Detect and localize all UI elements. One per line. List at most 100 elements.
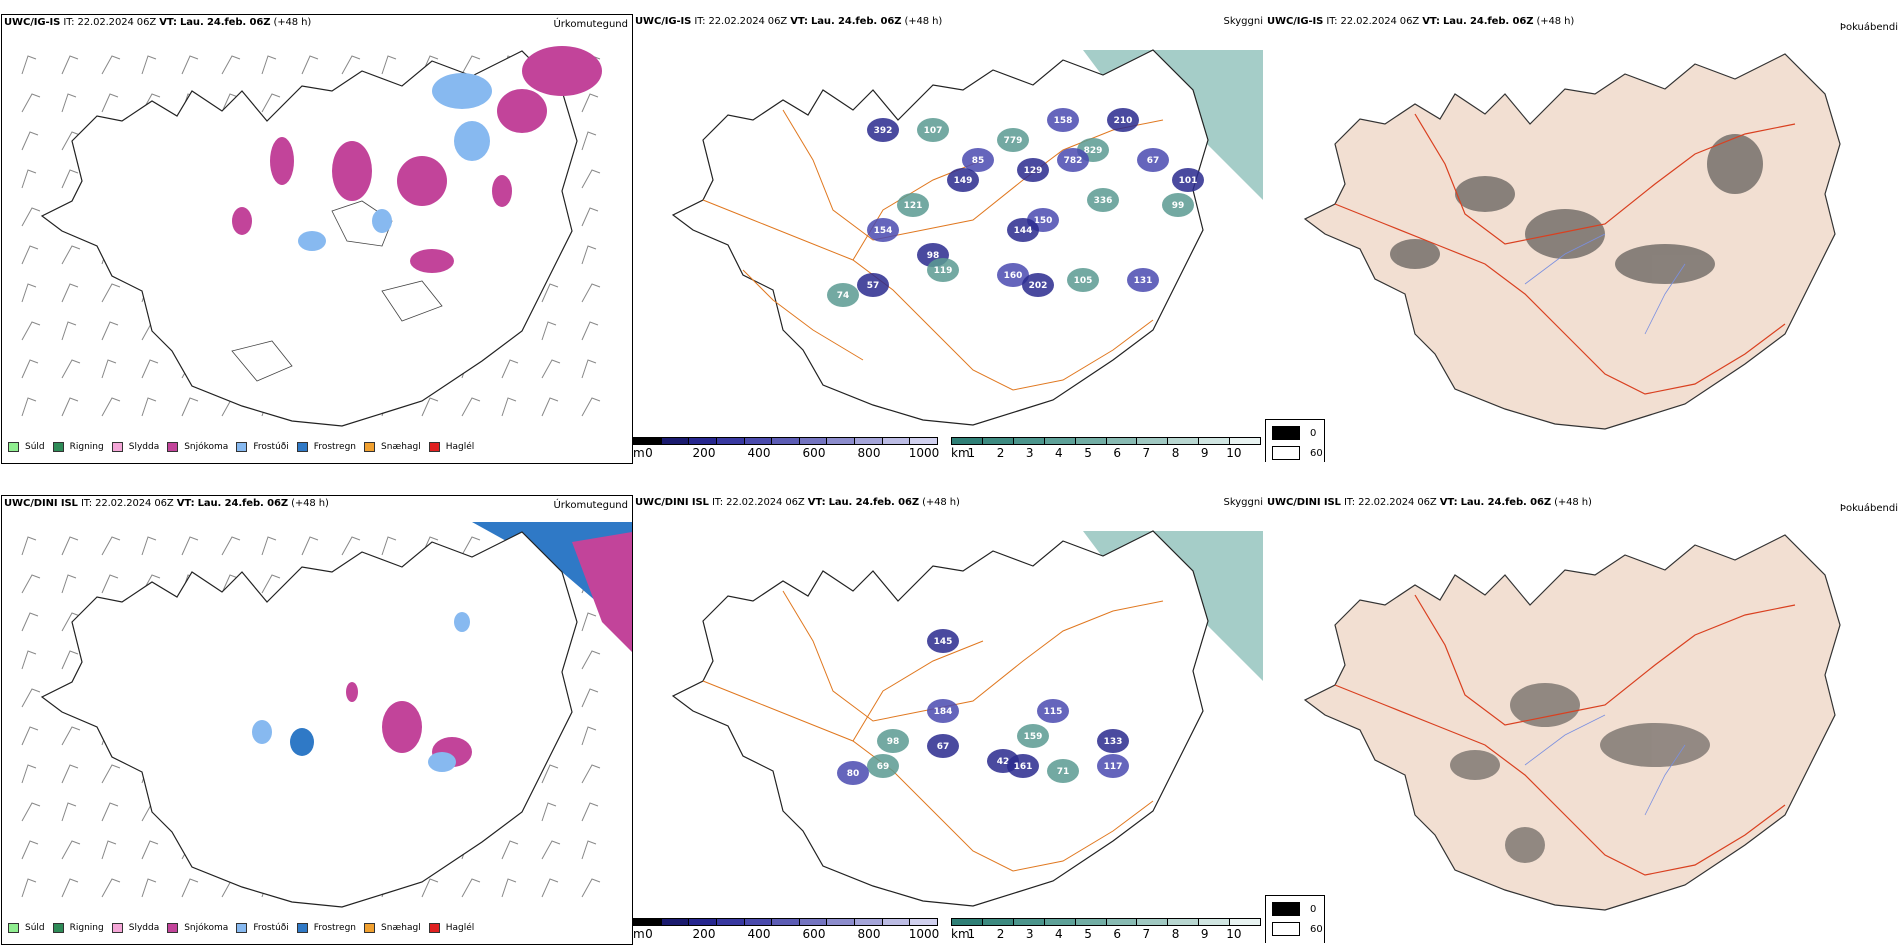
ceiling-label: 85 bbox=[972, 156, 985, 166]
ceiling-label: 150 bbox=[1034, 216, 1053, 226]
colorbar-cell bbox=[1230, 919, 1261, 925]
panel-title: Skyggni bbox=[1223, 497, 1263, 508]
legend-item-1: Rigning bbox=[52, 923, 104, 933]
wind-barb bbox=[21, 169, 37, 189]
legend-swatch bbox=[428, 923, 440, 933]
ceiling-label: 133 bbox=[1104, 737, 1123, 747]
wind-barb bbox=[221, 93, 239, 113]
wind-barb bbox=[581, 802, 599, 822]
cloud-cell bbox=[1022, 273, 1054, 297]
wind-barb bbox=[21, 397, 37, 417]
panel-title: Skyggni bbox=[1223, 16, 1263, 27]
colorbar-tick-label: 7 bbox=[1142, 446, 1151, 460]
colorbar-cell bbox=[661, 438, 690, 444]
iceland-cloud-map: 145 98 184 67 69 80 42 159 115 161 71 117 133 bbox=[671, 530, 1263, 907]
rivers-blue bbox=[1524, 714, 1686, 816]
precip-cell bbox=[270, 137, 294, 185]
wind-barb bbox=[61, 321, 77, 341]
colorbar-cell bbox=[910, 919, 938, 925]
fog-legend-row: 60 bbox=[1272, 446, 1323, 460]
legend-item-3: Snjókoma bbox=[167, 442, 228, 452]
iceland-fog-map bbox=[1303, 53, 1841, 430]
precip-cell bbox=[382, 701, 422, 753]
wind-barb bbox=[61, 878, 79, 898]
ceiling-label: 115 bbox=[1044, 707, 1063, 717]
ceiling-label: 336 bbox=[1094, 196, 1113, 206]
legend-label: Slydda bbox=[128, 442, 160, 452]
wind-barb bbox=[581, 764, 601, 784]
colorbar-cell bbox=[716, 438, 745, 444]
legend-label: Frostúði bbox=[253, 442, 289, 452]
colorbar-tick-label: 5 bbox=[1084, 927, 1092, 941]
wind-barb bbox=[21, 359, 39, 379]
colorbar-tick-label: 9 bbox=[1200, 446, 1209, 460]
wind-barb bbox=[61, 245, 81, 265]
legend-label: Haglél bbox=[445, 923, 475, 933]
wind-barb bbox=[61, 536, 79, 556]
ceiling-label: 154 bbox=[874, 226, 893, 236]
wind-barb bbox=[141, 878, 157, 898]
ceiling-label: 121 bbox=[904, 201, 923, 211]
colorbar-cell bbox=[1137, 919, 1169, 925]
wind-barb bbox=[21, 131, 39, 151]
cloud-cell bbox=[917, 118, 949, 142]
colorbar-cell bbox=[634, 919, 662, 925]
panel-title: Úrkomutegund bbox=[553, 19, 628, 30]
cloud-cell bbox=[837, 761, 869, 785]
visibility-unit: km bbox=[951, 446, 970, 460]
ceiling-label: 99 bbox=[1172, 201, 1185, 211]
ceiling-label: 117 bbox=[1104, 762, 1123, 772]
wind-barb bbox=[101, 764, 121, 784]
wind-barb bbox=[21, 55, 37, 75]
precip-cell bbox=[497, 89, 547, 133]
cloud-cell bbox=[927, 734, 959, 758]
wind-barb bbox=[21, 878, 37, 898]
colorbar-tick-label: 4 bbox=[1055, 446, 1063, 460]
ceiling-label: 80 bbox=[847, 769, 860, 779]
colorbar-cell bbox=[982, 438, 1014, 444]
wind-barb bbox=[461, 397, 481, 417]
ceiling-label: 161 bbox=[1014, 762, 1033, 772]
wind-barb bbox=[501, 878, 517, 898]
colorbar-cell bbox=[827, 919, 856, 925]
legend-label: Rigning bbox=[69, 923, 104, 933]
colorbar-cell bbox=[1044, 438, 1076, 444]
wind-barb bbox=[541, 764, 559, 784]
wind-barb bbox=[61, 283, 79, 303]
wind-barb bbox=[221, 574, 239, 594]
wind-barb bbox=[61, 93, 77, 113]
wind-barb bbox=[381, 55, 397, 75]
colorbar-cell bbox=[910, 438, 938, 444]
legend-label: Snjókoma bbox=[184, 923, 229, 933]
colorbar-cell bbox=[799, 919, 828, 925]
legend-swatch bbox=[428, 442, 440, 452]
legend-item-4: Frostúði bbox=[236, 442, 289, 452]
wind-barb bbox=[21, 612, 39, 632]
precip-cell bbox=[252, 720, 272, 744]
cloud-cell bbox=[897, 193, 929, 217]
cloud-cell bbox=[1087, 188, 1119, 212]
legend-label: Haglél bbox=[445, 442, 475, 452]
wind-barb bbox=[101, 878, 121, 898]
panel-title: Úrkomutegund bbox=[553, 500, 628, 511]
wind-barb bbox=[581, 93, 599, 113]
run-header: UWC/DINI ISL IT: 22.02.2024 06Z VT: Lau.… bbox=[4, 498, 329, 509]
colorbar-cell bbox=[661, 919, 690, 925]
fog-legend-swatch bbox=[1272, 922, 1300, 936]
wind-barb bbox=[341, 55, 361, 75]
precip-cell bbox=[232, 207, 252, 235]
colorbar-cell bbox=[634, 438, 662, 444]
colorbar-cell bbox=[772, 438, 800, 444]
legend-item-0: Súld bbox=[8, 442, 45, 452]
colorbar-cell bbox=[982, 919, 1014, 925]
wind-barb bbox=[61, 650, 79, 670]
cloud-cell bbox=[1097, 729, 1129, 753]
legend-swatch bbox=[296, 442, 308, 452]
legend-item-7: Haglél bbox=[428, 923, 475, 933]
precip-areas bbox=[252, 612, 472, 772]
precip-cell bbox=[397, 156, 447, 206]
colorbar-tick-label: 400 bbox=[747, 446, 771, 460]
wind-barb bbox=[61, 131, 81, 151]
colorbar-cell bbox=[882, 438, 911, 444]
cloud-base-panel-top: UWC/IG-IS IT: 22.02.2024 06Z VT: Lau. 24… bbox=[633, 14, 1263, 462]
